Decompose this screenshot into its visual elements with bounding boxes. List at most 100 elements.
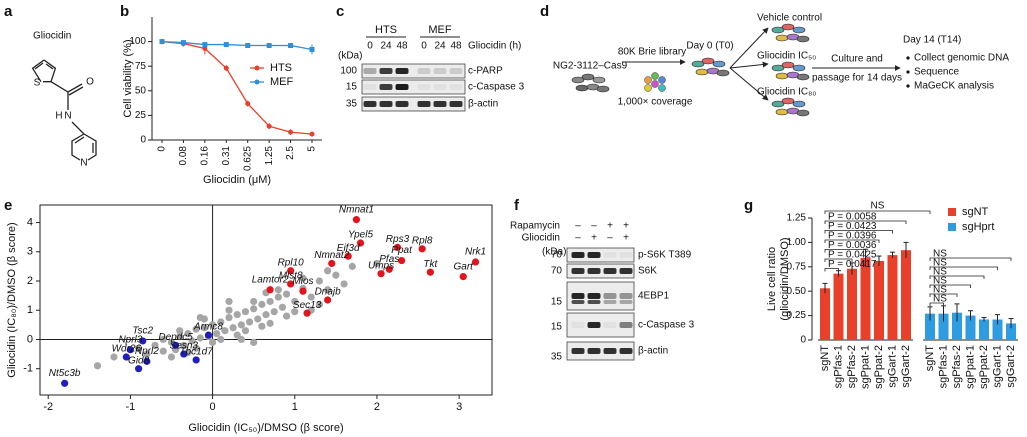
x-tick-label: -1 (126, 401, 136, 413)
point (151, 341, 159, 349)
x-tick-label: 0.08 (178, 146, 189, 166)
point (352, 216, 360, 224)
x-tick-label: 0.625 (242, 146, 253, 171)
y-tick-label: 2 (27, 275, 33, 287)
point (229, 324, 237, 332)
library-icon (644, 84, 652, 92)
legend-swatch (948, 208, 956, 216)
x-tick-label: 1.25 (264, 146, 275, 166)
point (223, 65, 229, 71)
row-label: c-Caspase 3 (468, 82, 525, 93)
point (159, 335, 167, 344)
group-label: HTS (375, 24, 397, 36)
point-label: Umps (368, 260, 394, 271)
point (245, 43, 251, 49)
point-label: Nt5c3b (49, 368, 81, 379)
y-tick-label: 3 (27, 246, 33, 258)
comparison-label: P = 0.0036 (828, 240, 877, 251)
point (309, 46, 315, 52)
comparison-bracket (929, 275, 985, 279)
bar (952, 312, 962, 340)
kda-label: (kDa) (542, 247, 566, 258)
legend-label: MEF (270, 76, 294, 88)
marker-label: 15 (551, 322, 563, 333)
band (395, 84, 409, 90)
atom: H (55, 111, 62, 122)
point (122, 353, 130, 361)
x-tick-label: 5 (307, 146, 318, 152)
x-tick-label: sgGart-1 (991, 345, 1003, 388)
comparison-bracket (824, 230, 893, 234)
y-tick-label: 75 (135, 61, 147, 72)
point (307, 293, 315, 301)
point (192, 356, 200, 364)
point (348, 262, 356, 270)
point (262, 311, 270, 319)
point-label: Eif3d (337, 243, 360, 254)
point (143, 350, 151, 358)
x-tick-label: sgGart-2 (1005, 345, 1017, 388)
bar (874, 260, 884, 340)
point (266, 319, 274, 327)
point (471, 258, 480, 266)
band (395, 68, 409, 74)
point (250, 305, 258, 313)
cell (775, 34, 789, 42)
group-label: MEF (428, 24, 452, 36)
x-tick-label: 0.31 (221, 146, 232, 166)
point (344, 252, 352, 260)
band (417, 68, 431, 74)
point (245, 318, 254, 326)
point (192, 325, 200, 333)
y-tick-label: 100 (129, 36, 146, 47)
point (258, 322, 266, 330)
point (291, 308, 299, 316)
point (282, 290, 291, 298)
point (180, 341, 188, 349)
legend-swatch (254, 79, 260, 85)
row-label: p-S6K T389 (638, 250, 692, 261)
bar (938, 313, 949, 340)
legend-swatch (948, 223, 956, 231)
point (299, 287, 307, 295)
band (587, 268, 601, 274)
comparison-bracket (824, 239, 880, 243)
point (225, 306, 233, 314)
point (266, 297, 274, 306)
band (417, 84, 431, 90)
x-tick-label: sgGart-1 (886, 345, 898, 388)
point-label: Gid8 (128, 355, 150, 366)
point-label: Ppat (391, 245, 413, 256)
cell (796, 73, 810, 81)
bar (992, 319, 1003, 340)
point (309, 131, 315, 137)
y-tick-label: 50 (135, 85, 147, 96)
cell (691, 60, 705, 68)
point (202, 42, 208, 48)
legend-label: sgNT (962, 206, 989, 218)
band (571, 293, 585, 299)
comparison-label: NS (871, 201, 885, 212)
comparison-label: P = 0.0423 (828, 221, 877, 232)
comparison-bracket (929, 302, 944, 306)
band (619, 300, 633, 304)
point (135, 365, 143, 373)
point (266, 43, 272, 49)
comparison-bracket (824, 220, 907, 224)
comparison-label: NS (933, 249, 947, 260)
atom: O (86, 77, 94, 88)
blot-row (361, 63, 466, 79)
legend-swatch (254, 65, 260, 71)
x-tick-label: sgPpat-2 (873, 345, 885, 389)
band (587, 322, 601, 328)
treatment-label: Gliocidin (h) (468, 41, 521, 52)
arrow (729, 27, 769, 69)
panel-letter: a (4, 3, 13, 20)
sign: + (591, 233, 597, 244)
point (200, 324, 208, 332)
point-label: Rpl8 (412, 235, 433, 246)
point-label: Nrk1 (465, 247, 486, 258)
sign: – (591, 221, 597, 232)
point (377, 270, 385, 278)
y-tick-label: -1 (23, 363, 33, 375)
